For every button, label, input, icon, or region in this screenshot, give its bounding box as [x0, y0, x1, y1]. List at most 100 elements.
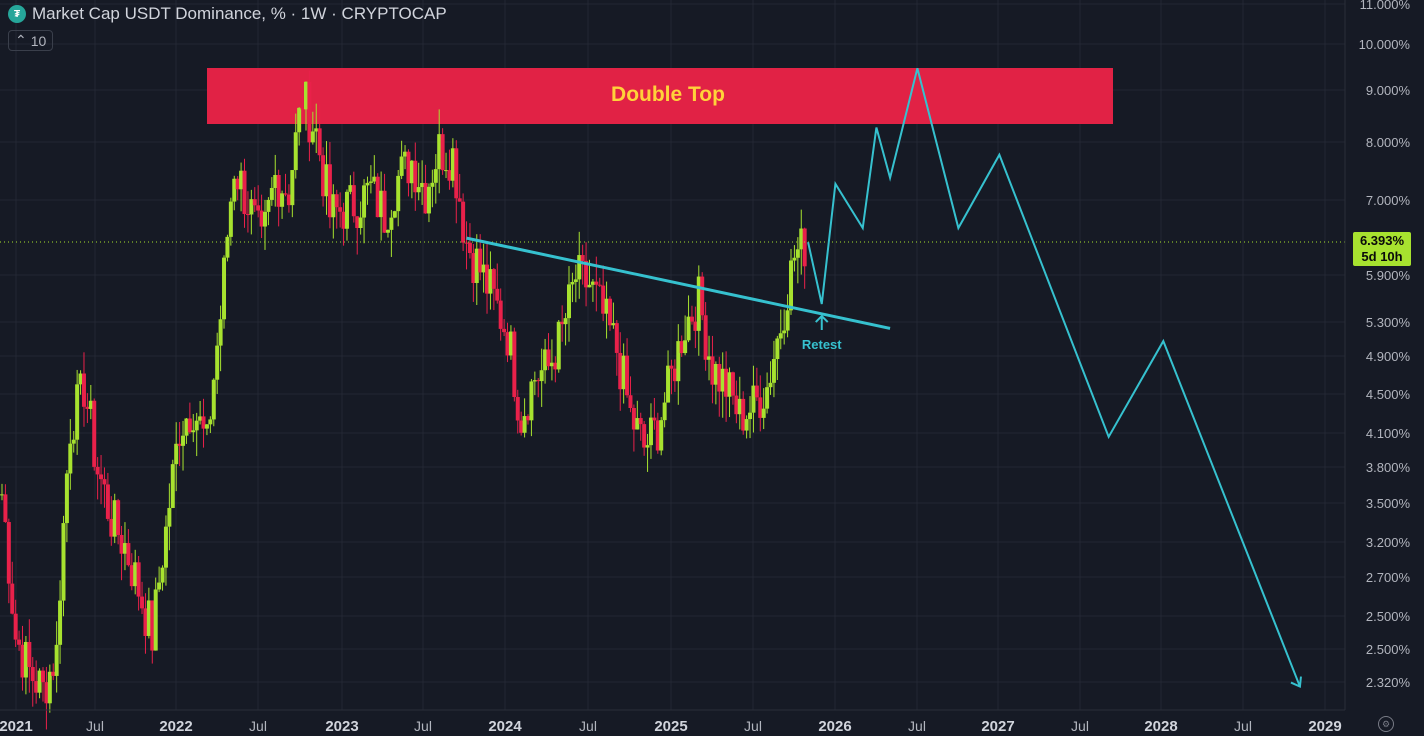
candle-body [440, 134, 445, 171]
candle-body [659, 420, 664, 451]
candle-body [607, 298, 612, 326]
candle-body [0, 494, 4, 496]
candle-body [669, 365, 674, 369]
time-tick-label: 2023 [325, 718, 358, 735]
candle-body [157, 582, 162, 590]
candle-body [153, 589, 158, 651]
candle-body [536, 380, 541, 382]
chart-header: ₮ Market Cap USDT Dominance, % · 1W · CR… [8, 4, 447, 24]
time-axis[interactable]: 2021 Jul 2022 Jul 2023 Jul 2024 Jul 2025 Jul 2026 J… [0, 709, 1345, 735]
candle-body [577, 255, 582, 280]
candle-body [631, 407, 636, 430]
chevron-up-icon[interactable]: ⌃ [15, 32, 27, 48]
candle-body [573, 279, 578, 282]
candle-body [789, 260, 794, 311]
candle-body [741, 398, 746, 431]
candle-body [68, 443, 73, 474]
candle-body [187, 418, 192, 433]
candle-body [403, 151, 408, 157]
candle-body [310, 131, 315, 143]
candle-body [119, 534, 124, 554]
candle-body [392, 211, 397, 218]
candle-body [560, 321, 565, 325]
candle-body [628, 395, 633, 408]
symbol-title[interactable]: Market Cap USDT Dominance, % · 1W · CRYP… [32, 4, 447, 23]
candle-body [713, 363, 718, 385]
candle-body [683, 340, 688, 354]
candle-body [30, 667, 35, 682]
candle-body [457, 198, 462, 202]
candle-body [625, 355, 630, 396]
candle-body [150, 600, 155, 651]
candle-body [17, 639, 22, 645]
candle-body [167, 507, 172, 527]
candle-body [276, 174, 281, 207]
candle-body [239, 170, 244, 190]
candle-body [648, 417, 653, 446]
candle-body [515, 397, 520, 421]
candle-body [269, 187, 274, 200]
candle-body [737, 398, 742, 415]
last-price-tag: 6.393% 5d 10h [1353, 232, 1411, 266]
auto-scale-icon[interactable]: ⚙ [1378, 716, 1394, 732]
candle-body [191, 430, 196, 433]
price-axis-bg [1345, 0, 1424, 736]
candle-body [570, 281, 575, 285]
candle-body [382, 190, 387, 233]
candle-body [399, 156, 404, 176]
candle-body [338, 207, 343, 212]
candle-body [160, 567, 165, 583]
candle-body [245, 214, 250, 216]
candle-body [75, 384, 80, 440]
retest-label: Retest [802, 337, 842, 352]
price-axis[interactable]: 11.000% 10.000% 9.000% 8.000% 7.000% 5.900% 5.… [1344, 0, 1424, 736]
candle-body [553, 362, 558, 370]
time-tick-label: 2028 [1144, 718, 1177, 735]
candle-body [256, 205, 261, 211]
candle-body [655, 420, 660, 451]
candle-body [211, 379, 216, 420]
candle-body [263, 211, 268, 227]
candle-body [198, 416, 203, 421]
price-tick-label: 4.900% [1366, 349, 1411, 364]
candle-body [508, 331, 513, 356]
candle-body [122, 543, 127, 554]
candle-body [413, 160, 418, 193]
candle-body [208, 419, 213, 425]
candle-body [485, 264, 490, 294]
candle-body [454, 148, 459, 199]
candle-body [754, 385, 759, 398]
candle-body [795, 249, 800, 258]
candle-body [34, 681, 39, 693]
candle-body [491, 269, 496, 289]
candle-body [775, 338, 780, 360]
candle-body [266, 199, 271, 212]
time-tick-label: 2027 [981, 718, 1014, 735]
candle-body [307, 81, 312, 143]
price-tick-label: 4.100% [1366, 426, 1411, 441]
candle-body [218, 319, 223, 346]
price-tick-label: 10.000% [1359, 37, 1411, 52]
candle-body [601, 285, 606, 314]
candle-body [286, 194, 291, 206]
candle-body [396, 175, 401, 212]
double-top-label: Double Top [611, 83, 725, 106]
indicator-badge[interactable]: ⌃ 10 [8, 30, 54, 51]
double-top-zone: Double Top [207, 68, 1113, 124]
candle-body [679, 341, 684, 354]
candle-body [481, 264, 486, 273]
candle-body [464, 242, 469, 244]
candle-body [645, 445, 650, 448]
retest-arrow [815, 314, 829, 331]
candle-body [368, 181, 373, 183]
candle-body [703, 315, 708, 360]
candle-body [95, 466, 100, 475]
candle-body [686, 316, 691, 341]
candle-body [252, 199, 257, 206]
candle-body [133, 562, 138, 587]
candle-body [321, 155, 326, 197]
candle-body [467, 242, 472, 254]
candle-body [662, 402, 667, 421]
candle-body [744, 419, 749, 431]
